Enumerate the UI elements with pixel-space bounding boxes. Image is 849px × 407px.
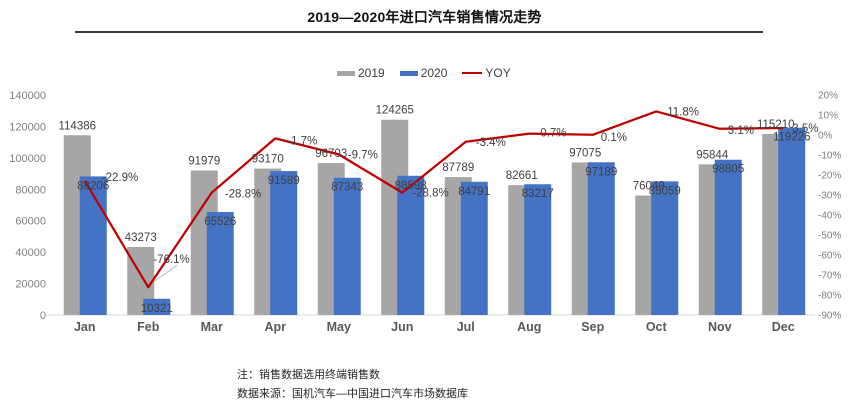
yoy-label: -1.7% (287, 135, 317, 147)
yoy-label: -22.9% (102, 172, 138, 184)
right-axis-tick: -10% (818, 151, 841, 162)
month-label: Feb (137, 320, 160, 334)
left-axis-tick: 100000 (9, 153, 46, 165)
yoy-label: 3.5% (792, 123, 818, 135)
bar-2020 (778, 127, 806, 315)
value-label-2020: 98805 (712, 164, 744, 176)
month-label: Jul (457, 320, 475, 334)
bar-2020 (333, 177, 361, 315)
right-axis-tick: -30% (818, 191, 841, 202)
yoy-label: 3.1% (728, 125, 754, 137)
value-label-2020: 10321 (141, 303, 173, 315)
value-label-2020: 97189 (585, 166, 617, 178)
right-axis-tick: -50% (818, 231, 841, 242)
bar-2020 (143, 298, 171, 315)
value-label-2019: 114386 (58, 120, 96, 132)
left-axis-tick: 0 (40, 310, 46, 322)
right-axis-tick: 10% (818, 111, 838, 122)
left-axis-tick: 120000 (9, 121, 46, 133)
bar-2020 (651, 181, 679, 315)
value-label-2019: 76049 (633, 180, 665, 192)
value-label-2019: 91979 (188, 155, 220, 167)
value-label-2020: 84791 (458, 186, 490, 198)
yoy-label: -76.1% (153, 254, 189, 266)
value-label-2020: 88598 (395, 180, 427, 192)
month-label: Apr (264, 320, 286, 334)
month-label: Oct (646, 320, 668, 334)
yoy-label: -3.4% (476, 137, 506, 149)
month-label: May (327, 320, 351, 334)
bar-2020 (587, 162, 615, 315)
yoy-label: -28.8% (225, 189, 261, 201)
yoy-label: -9.7% (348, 149, 378, 161)
value-label-2019: 124265 (376, 105, 414, 117)
month-label: Jan (74, 320, 96, 334)
bar-2020 (270, 171, 298, 315)
note-line-2: 数据来源：国机汽车—中国进口汽车市场数据库 (237, 388, 468, 400)
right-axis-tick: -90% (818, 311, 841, 322)
legend-item-2019: 2019 (337, 66, 385, 80)
bar-2020 (524, 184, 552, 315)
note-line-1: 注：销售数据选用终端销售数 (237, 369, 380, 381)
value-label-2019: 93170 (252, 154, 284, 166)
month-label: Nov (708, 320, 732, 334)
month-label: Sep (581, 320, 604, 334)
right-axis-tick: 0% (818, 131, 833, 142)
legend-swatch-2020 (399, 70, 418, 76)
yoy-line (83, 110, 784, 289)
right-axis-tick: -70% (818, 271, 841, 282)
bar-2020 (460, 181, 488, 315)
yoy-label: 11.8% (667, 106, 699, 118)
left-axis-tick: 60000 (15, 216, 46, 228)
month-label: Jun (391, 320, 413, 334)
bar-2020 (397, 175, 425, 315)
bar-2020 (79, 176, 107, 315)
yoy-label: 0.1% (601, 132, 627, 144)
month-label: Mar (201, 320, 223, 334)
yoy-label: -28.8% (412, 188, 448, 200)
right-axis-tick: -60% (818, 251, 841, 262)
left-axis-tick: 20000 (15, 279, 46, 291)
value-label-2020: 119226 (773, 132, 811, 144)
legend-label-2019: 2019 (358, 66, 385, 80)
value-label-2019: 96703 (315, 148, 347, 160)
month-label: Dec (772, 320, 795, 334)
value-label-2020: 87343 (331, 182, 363, 194)
right-axis-tick: -40% (818, 211, 841, 222)
legend-swatch-yoy-line (462, 71, 483, 75)
legend-item-yoy: YOY (462, 66, 511, 80)
left-axis-tick: 80000 (15, 184, 46, 196)
value-label-2020: 91589 (268, 175, 300, 187)
bar-2020 (206, 212, 234, 315)
legend: 2019 2020 YOY (337, 66, 511, 80)
left-axis-tick: 140000 (9, 90, 46, 102)
value-label-2019: 43273 (125, 232, 157, 244)
chart-notes: 注：销售数据选用终端销售数 数据来源：国机汽车—中国进口汽车市场数据库 (237, 366, 468, 404)
value-label-2019: 82661 (506, 170, 538, 182)
yoy-label: 0.7% (540, 128, 566, 140)
value-label-2020: 83217 (522, 188, 554, 200)
title-underline (75, 31, 763, 33)
legend-label-yoy: YOY (485, 66, 511, 80)
yoy-label-leader-line (149, 264, 178, 285)
value-label-2019: 97075 (569, 147, 601, 159)
right-axis-tick: 20% (818, 91, 838, 102)
value-label-2019: 87789 (442, 162, 474, 174)
value-label-2019: 95844 (696, 149, 729, 161)
value-label-2020: 85059 (649, 185, 681, 197)
value-label-2020: 65526 (204, 216, 236, 228)
legend-label-2020: 2020 (420, 66, 448, 80)
legend-swatch-2019 (337, 70, 355, 76)
left-axis-tick: 40000 (15, 247, 46, 259)
month-label: Aug (517, 320, 541, 334)
chart-title: 2019—2020年进口汽车销售情况走势 (307, 9, 542, 25)
value-label-2020: 88206 (77, 180, 109, 192)
legend-item-2020: 2020 (399, 66, 448, 80)
value-label-2019: 115210 (757, 119, 795, 131)
right-axis-tick: -80% (818, 291, 841, 302)
right-axis-tick: -20% (818, 171, 841, 182)
bar-2020 (714, 159, 742, 315)
